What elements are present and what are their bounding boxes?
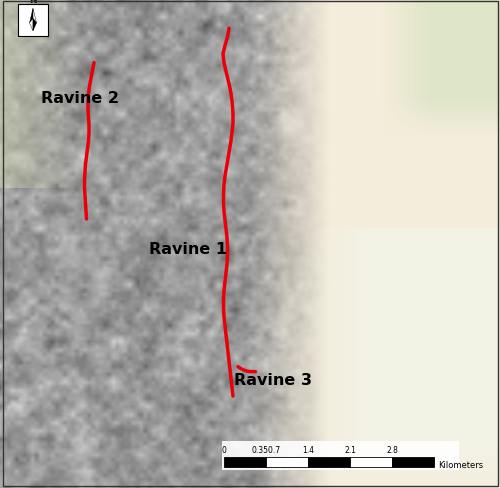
- Bar: [222, 441, 459, 470]
- Bar: [308, 457, 350, 468]
- Text: Kilometers: Kilometers: [438, 460, 483, 469]
- Bar: [18, 5, 48, 37]
- Bar: [350, 457, 392, 468]
- Text: 1.4: 1.4: [302, 445, 314, 454]
- Bar: [224, 457, 266, 468]
- Text: N: N: [29, 0, 37, 5]
- Polygon shape: [33, 20, 36, 32]
- Text: 2.8: 2.8: [386, 445, 398, 454]
- Text: Ravine 3: Ravine 3: [234, 372, 312, 387]
- Text: Ravine 2: Ravine 2: [41, 91, 119, 106]
- Polygon shape: [30, 9, 33, 24]
- Bar: [392, 457, 434, 468]
- Text: 0.350.7: 0.350.7: [252, 445, 280, 454]
- Polygon shape: [30, 20, 33, 32]
- Text: 2.1: 2.1: [344, 445, 356, 454]
- Bar: [266, 457, 308, 468]
- Text: Ravine 1: Ravine 1: [149, 242, 227, 256]
- Text: 0: 0: [222, 445, 226, 454]
- Polygon shape: [33, 9, 36, 24]
